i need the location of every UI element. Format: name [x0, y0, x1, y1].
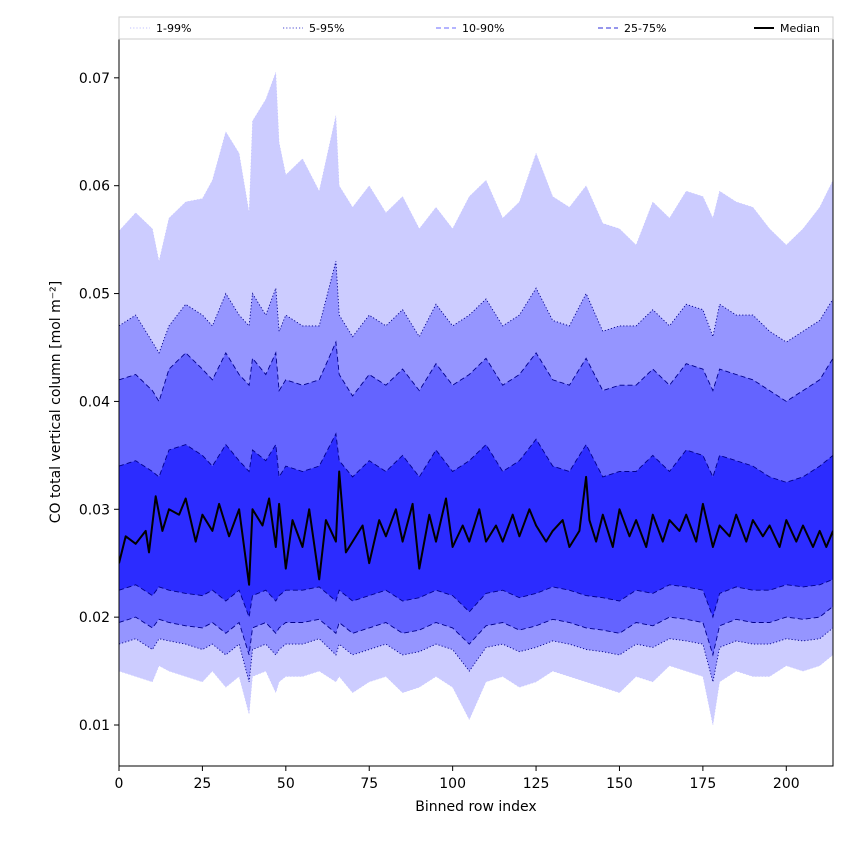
legend-label-p25_75: 25-75%	[624, 22, 666, 35]
x-tick-label: 100	[439, 776, 466, 792]
x-tick-label: 25	[193, 776, 211, 792]
line-layer	[119, 72, 833, 726]
y-tick-label: 0.02	[79, 610, 110, 626]
y-tick-label: 0.05	[79, 287, 110, 303]
legend-label-p10_90: 10-90%	[462, 22, 504, 35]
band-p25_75	[119, 433, 833, 618]
x-tick-label: 150	[606, 776, 633, 792]
x-tick-label: 125	[523, 776, 550, 792]
median-line	[119, 470, 833, 586]
y-tick-label: 0.06	[79, 179, 110, 195]
y-axis-label: CO total vertical column [mol m⁻²]	[48, 281, 64, 523]
line-p25_75-lower	[119, 578, 833, 619]
line-p1_99-upper	[119, 72, 833, 262]
x-tick-label: 50	[277, 776, 295, 792]
x-axis-label: Binned row index	[415, 799, 536, 815]
y-axis: 0.01 0.02 0.03 0.04 0.05 0.06 0.07	[79, 71, 119, 734]
legend-label-median: Median	[780, 22, 820, 35]
line-p10_90-upper	[119, 340, 833, 403]
x-tick-label: 75	[360, 776, 378, 792]
legend-label-p1_99: 1-99%	[156, 22, 191, 35]
y-tick-label: 0.01	[79, 718, 110, 734]
line-p5_95-upper	[119, 261, 833, 354]
y-tick-label: 0.03	[79, 502, 110, 518]
line-p10_90-lower	[119, 606, 833, 657]
x-tick-label: 0	[115, 776, 124, 792]
legend: 1-99% 5-95% 10-90% 25-75% Median	[118, 16, 834, 40]
legend-label-p5_95: 5-95%	[309, 22, 344, 35]
legend-box	[118, 16, 834, 40]
x-tick-label: 200	[773, 776, 800, 792]
y-tick-label: 0.04	[79, 394, 110, 410]
line-p5_95-lower	[119, 627, 833, 683]
x-axis: 0 25 50 75 100 125 150 175 200	[115, 766, 800, 792]
band-layer	[119, 72, 833, 725]
x-tick-label: 175	[690, 776, 717, 792]
y-tick-label: 0.07	[79, 71, 110, 87]
